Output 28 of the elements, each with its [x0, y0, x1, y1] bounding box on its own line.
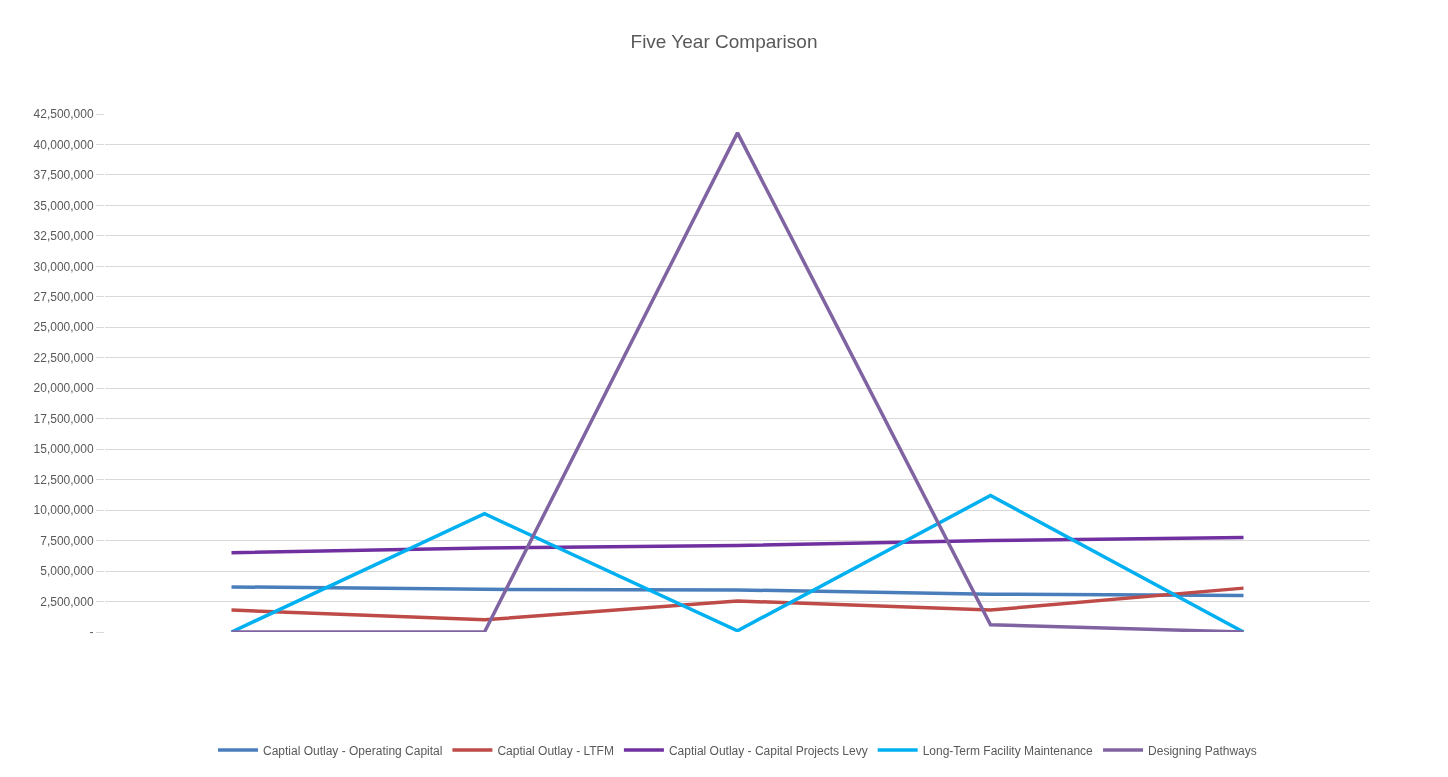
y-tick-label: 32,500,000: [33, 229, 94, 244]
y-tick-label: 25,000,000: [33, 320, 94, 335]
legend-label: Captial Outlay - Capital Projects Levy: [668, 743, 868, 758]
y-tick-label: 27,500,000: [33, 290, 94, 305]
y-tick-label: 22,500,000: [33, 350, 94, 365]
legend-label: Long-Term Facility Maintenance: [922, 743, 1094, 758]
y-tick-label: 20,000,000: [33, 381, 94, 396]
y-tick-label: 10,000,000: [33, 503, 94, 518]
y-tick-label: -: [89, 625, 94, 640]
y-tick-label: 15,000,000: [33, 442, 94, 457]
y-tick-label: 5,000,000: [40, 564, 94, 579]
y-tick-label: 17,500,000: [33, 411, 94, 426]
y-tick-label: 40,000,000: [33, 137, 94, 152]
y-tick-label: 7,500,000: [40, 533, 94, 548]
y-tick-label: 37,500,000: [33, 168, 94, 183]
y-tick-label: 42,500,000: [33, 107, 94, 122]
legend-label: Captial Outlay - LTFM: [497, 743, 614, 758]
line-series: [229, 535, 1246, 555]
line-series: [229, 586, 1246, 622]
chart-title: Five Year Comparison: [630, 31, 818, 53]
line-series: [229, 493, 1246, 632]
y-tick-label: 12,500,000: [33, 472, 94, 487]
legend-label: Designing Pathways: [1148, 743, 1257, 758]
y-tick-label: 30,000,000: [33, 259, 94, 274]
line-series: [229, 585, 1246, 598]
y-tick-label: 35,000,000: [33, 198, 94, 213]
y-tick-label: 2,500,000: [40, 594, 94, 609]
legend-label: Captial Outlay - Operating Capital: [263, 743, 443, 758]
